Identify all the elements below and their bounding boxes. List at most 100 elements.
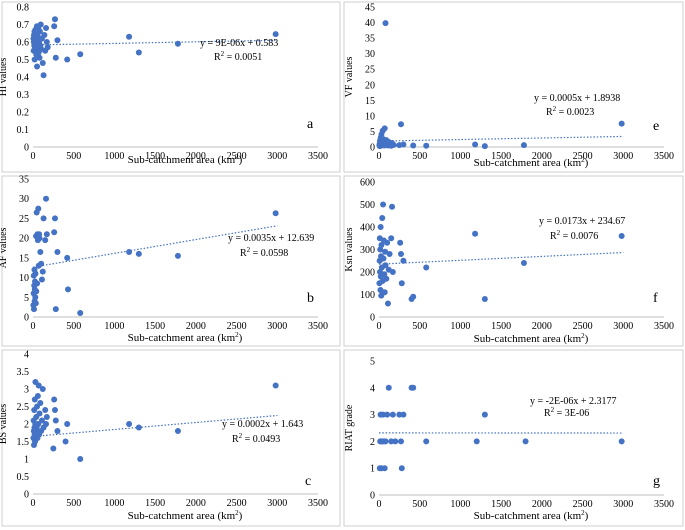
x-tick-label: 1500 [491,151,511,162]
r-squared: R2 = 3E-06 [544,406,589,419]
panel-letter: c [305,474,311,489]
x-axis-label-end: ) [239,332,243,344]
data-point [62,438,69,445]
data-point [35,205,42,212]
y-tick-label: 0.2 [17,108,30,119]
x-axis-label-sup: 2 [235,331,239,339]
data-point [392,438,399,445]
y-tick-label: 0 [370,313,375,324]
data-point [52,54,59,61]
data-point [472,230,479,237]
y-tick-label: 15 [365,96,375,107]
panel-e: 0 5 10 15 20 25 30 35 40 45 0 500 1000 1500 2000 2500 30… [343,1,684,173]
data-point [397,438,404,445]
data-point [39,268,46,275]
data-point [42,407,49,413]
data-point [473,438,480,445]
r-squared-prefix: R [240,248,247,259]
y-tick-label: 35 [19,175,29,186]
panel-f: 0 100 200 300 400 500 600 0 500 1000 1500 2000 2500 3… [343,175,684,347]
data-point [31,56,38,63]
data-point [423,142,430,149]
panel-frame [1,349,341,527]
data-point [40,72,47,79]
data-point [52,306,59,313]
data-point [64,421,71,427]
y-tick-label: 2 [370,437,375,448]
data-point [43,195,50,202]
y-tick-label: 10 [19,273,29,284]
data-point [522,438,529,445]
data-point [32,300,39,307]
x-tick-label: 3000 [613,499,633,510]
data-point [174,428,181,434]
y-tick-label: 300 [360,245,375,256]
panel-frame [343,175,684,347]
y-tick-label: 1.5 [17,437,30,448]
x-axis-label-text: Sub-catchment area (km [474,510,582,522]
y-tick-label: 45 [365,3,375,14]
x-axis-label-text: Sub-catchment area (km [128,510,236,522]
y-tick-label: 600 [360,178,375,189]
trendline [378,135,624,142]
r-squared-sup: 2 [551,406,555,414]
data-point [423,438,430,445]
panel-g: 0 1 2 3 4 5 0 500 1000 1500 2000 2500 3000 3500 RIAT g… [343,349,684,527]
y-tick-label: 2 [24,420,29,431]
x-axis-label-text: Sub-catchment area (km [128,154,236,166]
y-tick-label: 3 [370,410,375,421]
data-point [380,255,387,262]
x-axis-label: Sub-catchment area (km2) [128,509,243,522]
x-tick-label: 2000 [186,321,206,332]
data-point [32,270,39,277]
y-tick-label: 4 [370,383,375,394]
y-tick-label: 1 [370,464,375,475]
y-tick-label: 200 [360,268,375,279]
x-axis-label-text: Sub-catchment area (km [128,332,236,344]
r-squared-prefix: R [544,408,551,419]
trendline [378,251,624,265]
x-tick-label: 1500 [491,321,511,332]
panel-b: 0 5 10 15 20 25 30 35 0 500 1000 1500 2000 2500 3000 35… [0,175,341,347]
y-axis-label: HI values [0,58,9,97]
data-point [384,239,391,246]
x-tick-label: 1000 [104,498,124,509]
y-tick-label: 0 [24,313,29,324]
data-point [51,23,58,30]
data-point [37,400,44,406]
data-point [38,260,45,267]
data-point [77,310,84,317]
data-point [51,407,58,413]
data-point [381,289,388,296]
trend-equation: y = 0.0035x + 12.639 [228,233,314,244]
data-point [126,248,133,255]
data-point [126,421,133,427]
y-tick-label: 5 [24,293,29,304]
r-squared-sup: 2 [247,246,251,254]
y-tick-label: 20 [19,234,29,245]
x-tick-label: 1000 [450,151,470,162]
y-tick-label: 2.5 [17,402,30,413]
panel-letter: f [653,291,658,306]
data-point [52,417,59,424]
y-tick-label: 3.5 [17,367,30,378]
data-point [618,233,625,239]
r-squared-sup: 2 [553,105,557,113]
x-tick-label: 2500 [573,321,593,332]
y-tick-label: 0 [24,490,29,501]
x-tick-label: 3500 [308,321,328,332]
r-squared-prefix: R [232,434,239,445]
data-point [32,294,39,301]
x-axis-label: Sub-catchment area (km2) [474,509,589,522]
data-point [385,384,392,391]
y-tick-label: 25 [19,214,29,225]
trend-equation: y = 0.0173x + 234.67 [539,216,625,227]
x-tick-label: 3000 [613,321,633,332]
x-axis-label-end: ) [239,510,243,522]
data-point [410,142,417,149]
data-point [51,215,58,222]
y-tick-label: 0.3 [17,90,30,101]
data-point [377,246,384,253]
y-tick-label: 3 [24,385,29,396]
